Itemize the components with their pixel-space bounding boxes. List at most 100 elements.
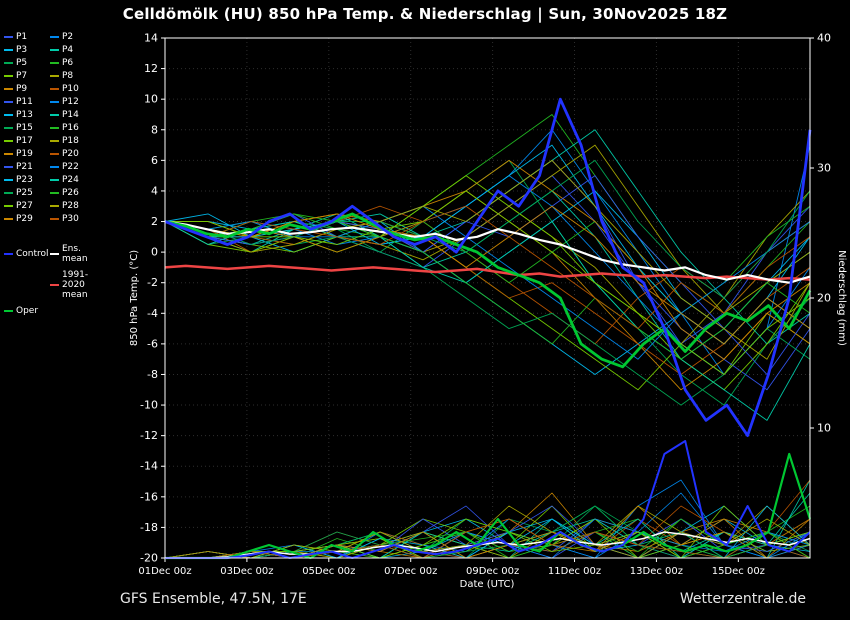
date-tick-label: 15Dec 00z [712,566,765,577]
legend-swatch [4,88,13,90]
legend-item: P19 [4,149,50,159]
legend-item: P4 [50,45,96,55]
legend-label: P21 [16,162,33,172]
precip-axis-label: Niederschlag (mm) [836,250,847,346]
legend-item: P28 [50,201,96,211]
legend-swatch [50,88,59,90]
legend-item: P5 [4,58,50,68]
clim-mean-line [164,264,811,281]
legend-item: P13 [4,110,50,120]
legend-label: 1991-2020 mean [62,270,89,300]
legend-item: Oper [4,306,50,316]
legend-label: P4 [62,45,74,55]
legend-item: P23 [4,175,50,185]
temp-tick-label: -16 [140,490,158,503]
date-tick-label: 03Dec 00z [220,566,273,577]
member-precip-line-P30 [165,479,811,559]
legend-swatch [50,114,59,116]
legend-item: P29 [4,214,50,224]
legend-item: P1 [4,32,50,42]
legend-item: P3 [4,45,50,55]
ens-mean-temp-line [164,220,811,284]
legend-label: P29 [16,214,33,224]
legend-swatch [4,49,13,51]
legend-swatch [4,140,13,142]
legend-item: P25 [4,188,50,198]
legend-swatch [50,75,59,77]
member-temp-line-P30 [164,205,811,330]
legend-label: P26 [62,188,79,198]
legend-item: P2 [50,32,96,42]
legend-label: P24 [62,175,79,185]
legend-swatch [4,62,13,64]
legend-label: Ens. mean [62,244,88,264]
legend-item: P17 [4,136,50,146]
legend-swatch [4,218,13,220]
date-tick-label: 05Dec 00z [302,566,355,577]
legend-label: P27 [16,201,33,211]
precip-tick-label: 10 [817,422,831,435]
member-temp-line-P23 [164,144,811,345]
date-tick-label: 11Dec 00z [548,566,601,577]
legend-swatch [4,166,13,168]
legend-swatch [50,253,59,255]
legend-spacer [50,306,106,316]
legend-label: P25 [16,188,33,198]
legend-item: 1991-2020 mean [50,270,106,300]
legend-swatch [50,140,59,142]
date-tick-label: 01Dec 00z [138,566,191,577]
legend-label: P16 [62,123,79,133]
legend-label: P15 [16,123,33,133]
oper-temp-line [164,212,812,369]
chart-plot-group: 14121086420-2-4-6-8-10-12-14-16-18-2001D… [138,32,831,578]
temp-axis-label: 850 hPa Temp. (°C) [129,250,140,346]
legend-item: P30 [50,214,96,224]
legend-swatch [50,36,59,38]
legend-swatch [4,253,13,255]
control-precip-line [165,440,811,559]
control-temp-line [164,97,812,438]
legend-swatch [50,101,59,103]
date-tick-label: 13Dec 00z [630,566,683,577]
legend-members: P1 P2 P3 P4 P5 P6 P7 P8 P9 P10 P11 P12 P13 P14 P15 P16 P… [4,32,114,224]
x-axis-label: Date (UTC) [460,579,515,590]
legend-item: P27 [4,201,50,211]
legend-swatch [4,127,13,129]
legend-label: P1 [16,32,28,42]
legend-swatch [50,127,59,129]
legend-label: P3 [16,45,28,55]
legend-spacer [4,270,50,300]
legend-swatch [4,310,13,312]
legend-swatch [50,166,59,168]
legend-item: P12 [50,97,96,107]
legend-item: P11 [4,97,50,107]
temp-tick-label: 0 [151,246,158,259]
legend-item: P15 [4,123,50,133]
footer-site-name: Wetterzentrale.de [679,591,806,607]
temp-tick-label: -10 [140,399,158,412]
temp-tick-label: -2 [147,276,158,289]
legend-label: P8 [62,71,74,81]
temp-tick-label: -20 [140,552,158,565]
legend-swatch [50,49,59,51]
temp-tick-label: 12 [144,62,158,75]
legend-label: P13 [16,110,33,120]
legend-swatch [4,114,13,116]
legend-swatch [50,218,59,220]
legend-label: P28 [62,201,79,211]
temp-tick-label: 4 [151,184,158,197]
legend: P1 P2 P3 P4 P5 P6 P7 P8 P9 P10 P11 P12 P13 P14 P15 P16 P… [4,32,114,316]
legend-item: P14 [50,110,96,120]
legend-item: P9 [4,84,50,94]
legend-item: P16 [50,123,96,133]
legend-label: P14 [62,110,79,120]
precip-tick-label: 40 [817,32,831,45]
page-title: Celldömölk (HU) 850 hPa Temp. & Niedersc… [122,5,728,23]
temp-tick-label: -4 [147,307,158,320]
precip-tick-label: 20 [817,292,831,305]
legend-label: P20 [62,149,79,159]
legend-special: Control Ens. mean 1991-2020 mean Oper [4,244,114,316]
member-temp-line-P25 [164,159,811,299]
legend-label: Oper [16,306,39,316]
